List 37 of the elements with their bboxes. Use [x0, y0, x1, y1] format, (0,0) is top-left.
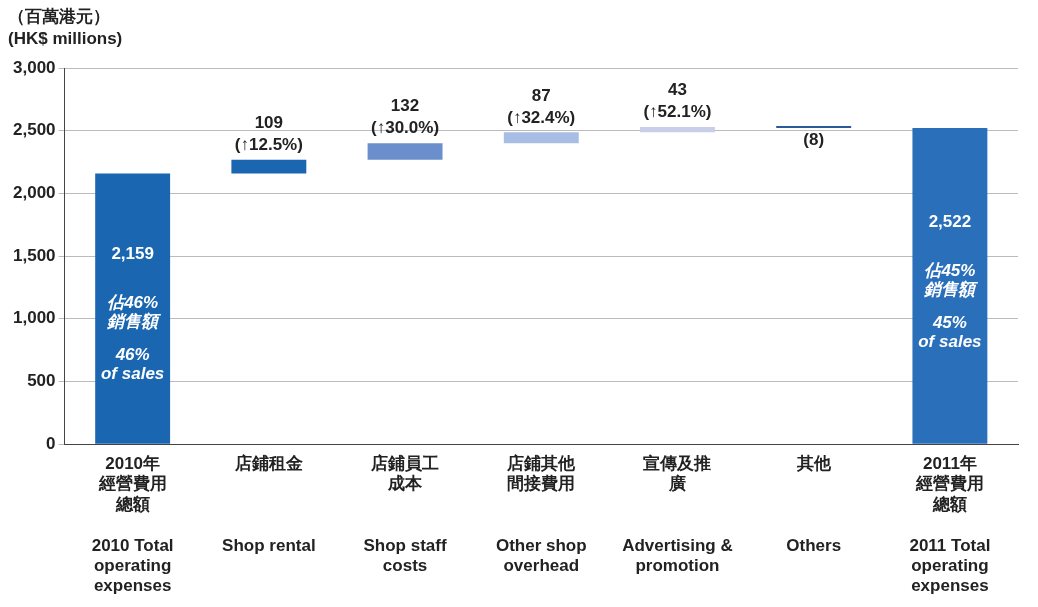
- category-label: 其他 Others: [786, 454, 842, 555]
- y-tick-label: 1,000: [12, 308, 56, 328]
- annotation: 佔46% 銷售額: [107, 292, 163, 331]
- y-tick-label: 2,000: [12, 183, 56, 203]
- data-label: 2,159: [111, 244, 154, 264]
- y-tick-label: 500: [27, 371, 56, 391]
- category-label: 2010年經營費用總額 2010 Total operating expenses: [91, 454, 174, 596]
- bar: [640, 126, 715, 133]
- annotation: 46% of sales: [100, 344, 165, 383]
- y-tick-label: 1,500: [12, 245, 56, 265]
- bar: [95, 173, 171, 444]
- category-label: 宣傳及推廣 Advertising & promotion: [622, 454, 733, 576]
- annotation: (↑52.1%): [643, 102, 712, 122]
- data-label: 132: [390, 96, 420, 116]
- category-label: 2011年經營費用總額 2011 Total operating expenses: [909, 454, 991, 596]
- data-label: 43: [668, 80, 687, 100]
- category-label: 店鋪其他間接費用 Other shop overhead: [495, 454, 587, 576]
- bar: [776, 125, 852, 128]
- data-label: 2,522: [928, 212, 972, 232]
- y-tick-label: 3,000: [12, 57, 56, 77]
- annotation: 45% of sales: [918, 312, 982, 351]
- annotation: (↑30.0%): [371, 118, 440, 138]
- y-tick-label: 0: [46, 433, 56, 453]
- annotation: (↑12.5%): [234, 134, 303, 154]
- category-label: 店鋪租金 Shop rental: [222, 454, 316, 555]
- bar: [367, 143, 443, 160]
- y-tick-label: 2,500: [12, 120, 56, 140]
- annotation: 佔45% 銷售額: [924, 260, 980, 299]
- annotation: (↑32.4%): [507, 107, 576, 127]
- bar: [503, 132, 579, 144]
- bar: [231, 159, 307, 174]
- data-label: 87: [531, 85, 551, 105]
- bar: [912, 127, 988, 444]
- data-label: (8): [803, 130, 825, 150]
- y-axis-title: （百萬港元） (HK$ millions): [8, 6, 123, 50]
- category-label: 店鋪員工成本 Shop staff costs: [363, 454, 447, 576]
- data-label: 109: [254, 112, 284, 132]
